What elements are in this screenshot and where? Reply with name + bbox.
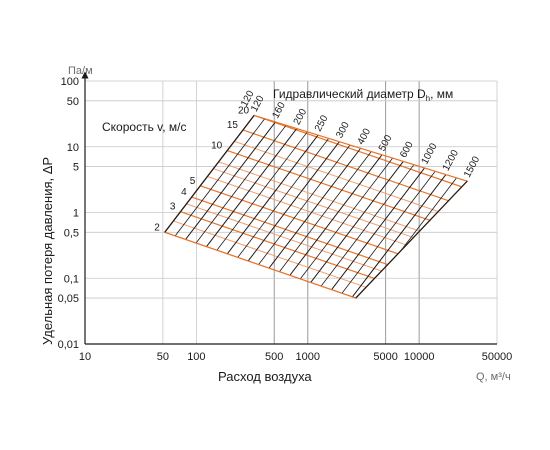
diameter-line-300 xyxy=(231,141,340,283)
y-tick-label: 50 xyxy=(67,96,79,108)
x-tick-label: 50 xyxy=(157,351,169,363)
diameter-line-200 xyxy=(189,128,298,270)
y-axis-title: Удельная потеря давления, ΔP xyxy=(40,157,55,345)
diameter-line-1000 xyxy=(316,167,425,299)
y-tick-label: 0,05 xyxy=(58,293,79,305)
y-tick-label: 0,5 xyxy=(64,227,79,239)
tick-labels: 10 50 100 500 1000 5000 10000 50000 0,01 0,05 0,1 0… xyxy=(58,76,513,363)
y-tick-label: 0,01 xyxy=(58,339,79,351)
y-tick-label: 5 xyxy=(73,162,79,174)
diameter-label: 500 xyxy=(377,133,395,153)
diameter-label: 1200 xyxy=(441,148,461,173)
grid xyxy=(84,80,498,345)
x-tick-label: 1000 xyxy=(296,351,320,363)
diameter-label: 400 xyxy=(356,126,374,146)
x-tick-label: 10 xyxy=(79,351,91,363)
diameter-label: 200 xyxy=(292,107,310,127)
diameter-minor-line xyxy=(306,164,415,299)
x-axis-unit: Q, м³/ч xyxy=(476,371,511,383)
x-tick-label: 100 xyxy=(187,351,205,363)
diameter-title: Гидравлический диаметр Dh, мм xyxy=(273,87,453,103)
diameter-label: 160 xyxy=(270,100,288,120)
y-axis-unit: Па/м xyxy=(68,65,93,77)
nomogram-region xyxy=(163,114,469,299)
x-tick-label: 500 xyxy=(265,351,283,363)
velocity-label: 4 xyxy=(181,187,187,198)
diameter-minor-line xyxy=(242,144,351,286)
diameter-minor-line xyxy=(199,131,308,273)
y-tick-label: 100 xyxy=(61,76,79,88)
velocity-label: 15 xyxy=(227,120,239,131)
diameter-line-600 xyxy=(295,161,404,299)
diameter-label: 300 xyxy=(334,120,352,140)
y-tick-label: 1 xyxy=(73,208,79,220)
diameter-minor-line xyxy=(221,138,330,279)
axes xyxy=(81,71,497,345)
velocity-label: 3 xyxy=(170,202,176,213)
velocity-label: 2 xyxy=(154,222,160,233)
svg-text:Гидравлический диаметр Dh, мм: Гидравлический диаметр Dh, мм xyxy=(273,87,453,103)
y-tick-label: 0,1 xyxy=(64,273,79,285)
diameter-title-sub: h xyxy=(426,94,430,103)
velocity-label: 5 xyxy=(190,176,196,187)
diameter-line-500 xyxy=(274,154,383,296)
diameter-minor-line xyxy=(285,157,393,299)
velocity-label: 10 xyxy=(211,141,223,152)
diameter-label: 250 xyxy=(313,113,331,133)
region-left-edge xyxy=(164,115,255,233)
velocity-title: Скорость v, м/с xyxy=(102,120,187,134)
diameter-title-unit: , мм xyxy=(430,87,453,101)
diameter-line-250 xyxy=(210,134,319,276)
diameter-line-1200 xyxy=(338,174,447,299)
diameter-line-160 xyxy=(167,121,276,263)
diameter-label: 600 xyxy=(398,140,416,160)
diameter-minor-line xyxy=(263,151,372,293)
x-tick-label: 10000 xyxy=(404,351,435,363)
x-axis-title: Расход воздуха xyxy=(218,369,312,384)
diameter-minor-line xyxy=(327,171,436,299)
velocity-label: 20 xyxy=(238,105,250,116)
diameter-title-main: Гидравлический диаметр D xyxy=(273,87,426,101)
diameter-label: 1000 xyxy=(420,141,440,166)
x-tick-label: 50000 xyxy=(482,351,513,363)
x-tick-label: 5000 xyxy=(373,351,397,363)
region-right-edge xyxy=(355,180,468,299)
diameter-line-400 xyxy=(253,147,362,289)
y-tick-label: 10 xyxy=(67,142,79,154)
diameter-minor-line xyxy=(178,124,287,266)
